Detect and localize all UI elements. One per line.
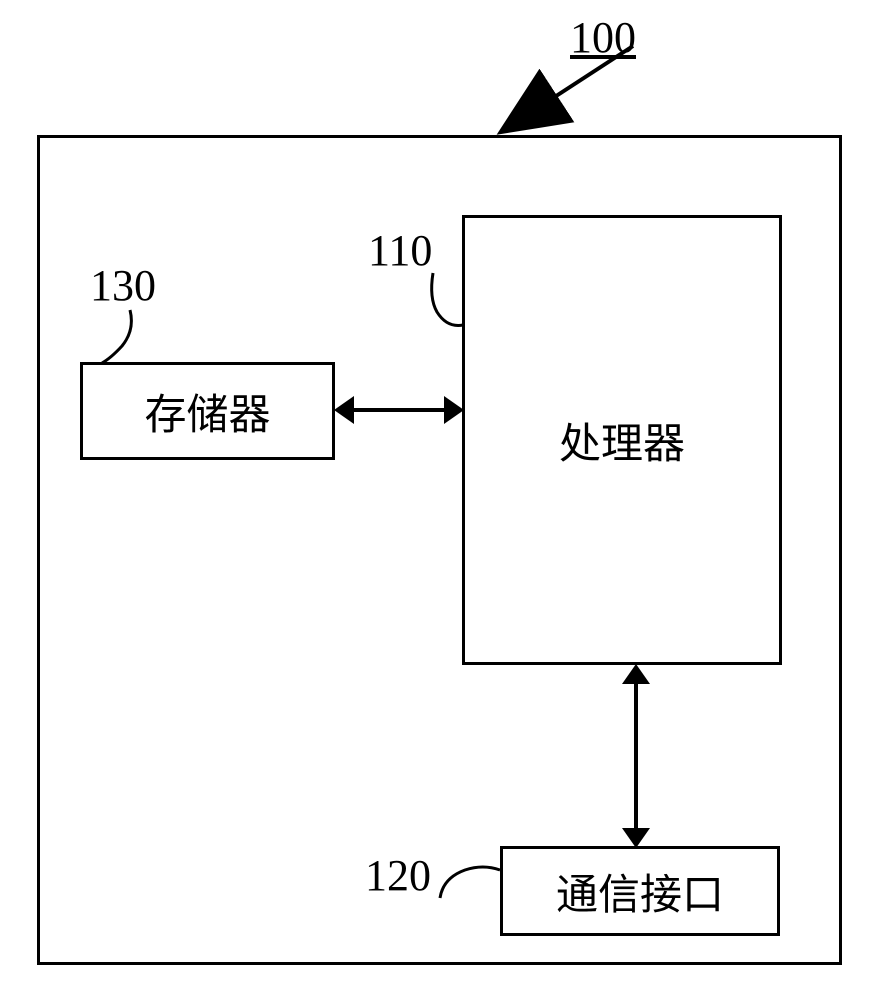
memory-processor-connector-icon bbox=[332, 388, 466, 432]
leader-120-icon bbox=[435, 862, 505, 907]
ref-120: 120 bbox=[365, 850, 431, 901]
ref-130: 130 bbox=[90, 260, 156, 311]
processor-comm-connector-icon bbox=[614, 662, 658, 850]
leader-130-icon bbox=[95, 308, 140, 366]
comm-interface-label: 通信接口 bbox=[556, 861, 724, 922]
comm-interface-block: 通信接口 bbox=[500, 846, 780, 936]
memory-block: 存储器 bbox=[80, 362, 335, 460]
memory-label: 存储器 bbox=[144, 381, 270, 442]
arrow-100-icon bbox=[480, 40, 660, 150]
processor-label: 处理器 bbox=[559, 410, 685, 471]
leader-110-icon bbox=[425, 270, 475, 335]
ref-110: 110 bbox=[368, 225, 432, 276]
processor-block: 处理器 bbox=[462, 215, 782, 665]
